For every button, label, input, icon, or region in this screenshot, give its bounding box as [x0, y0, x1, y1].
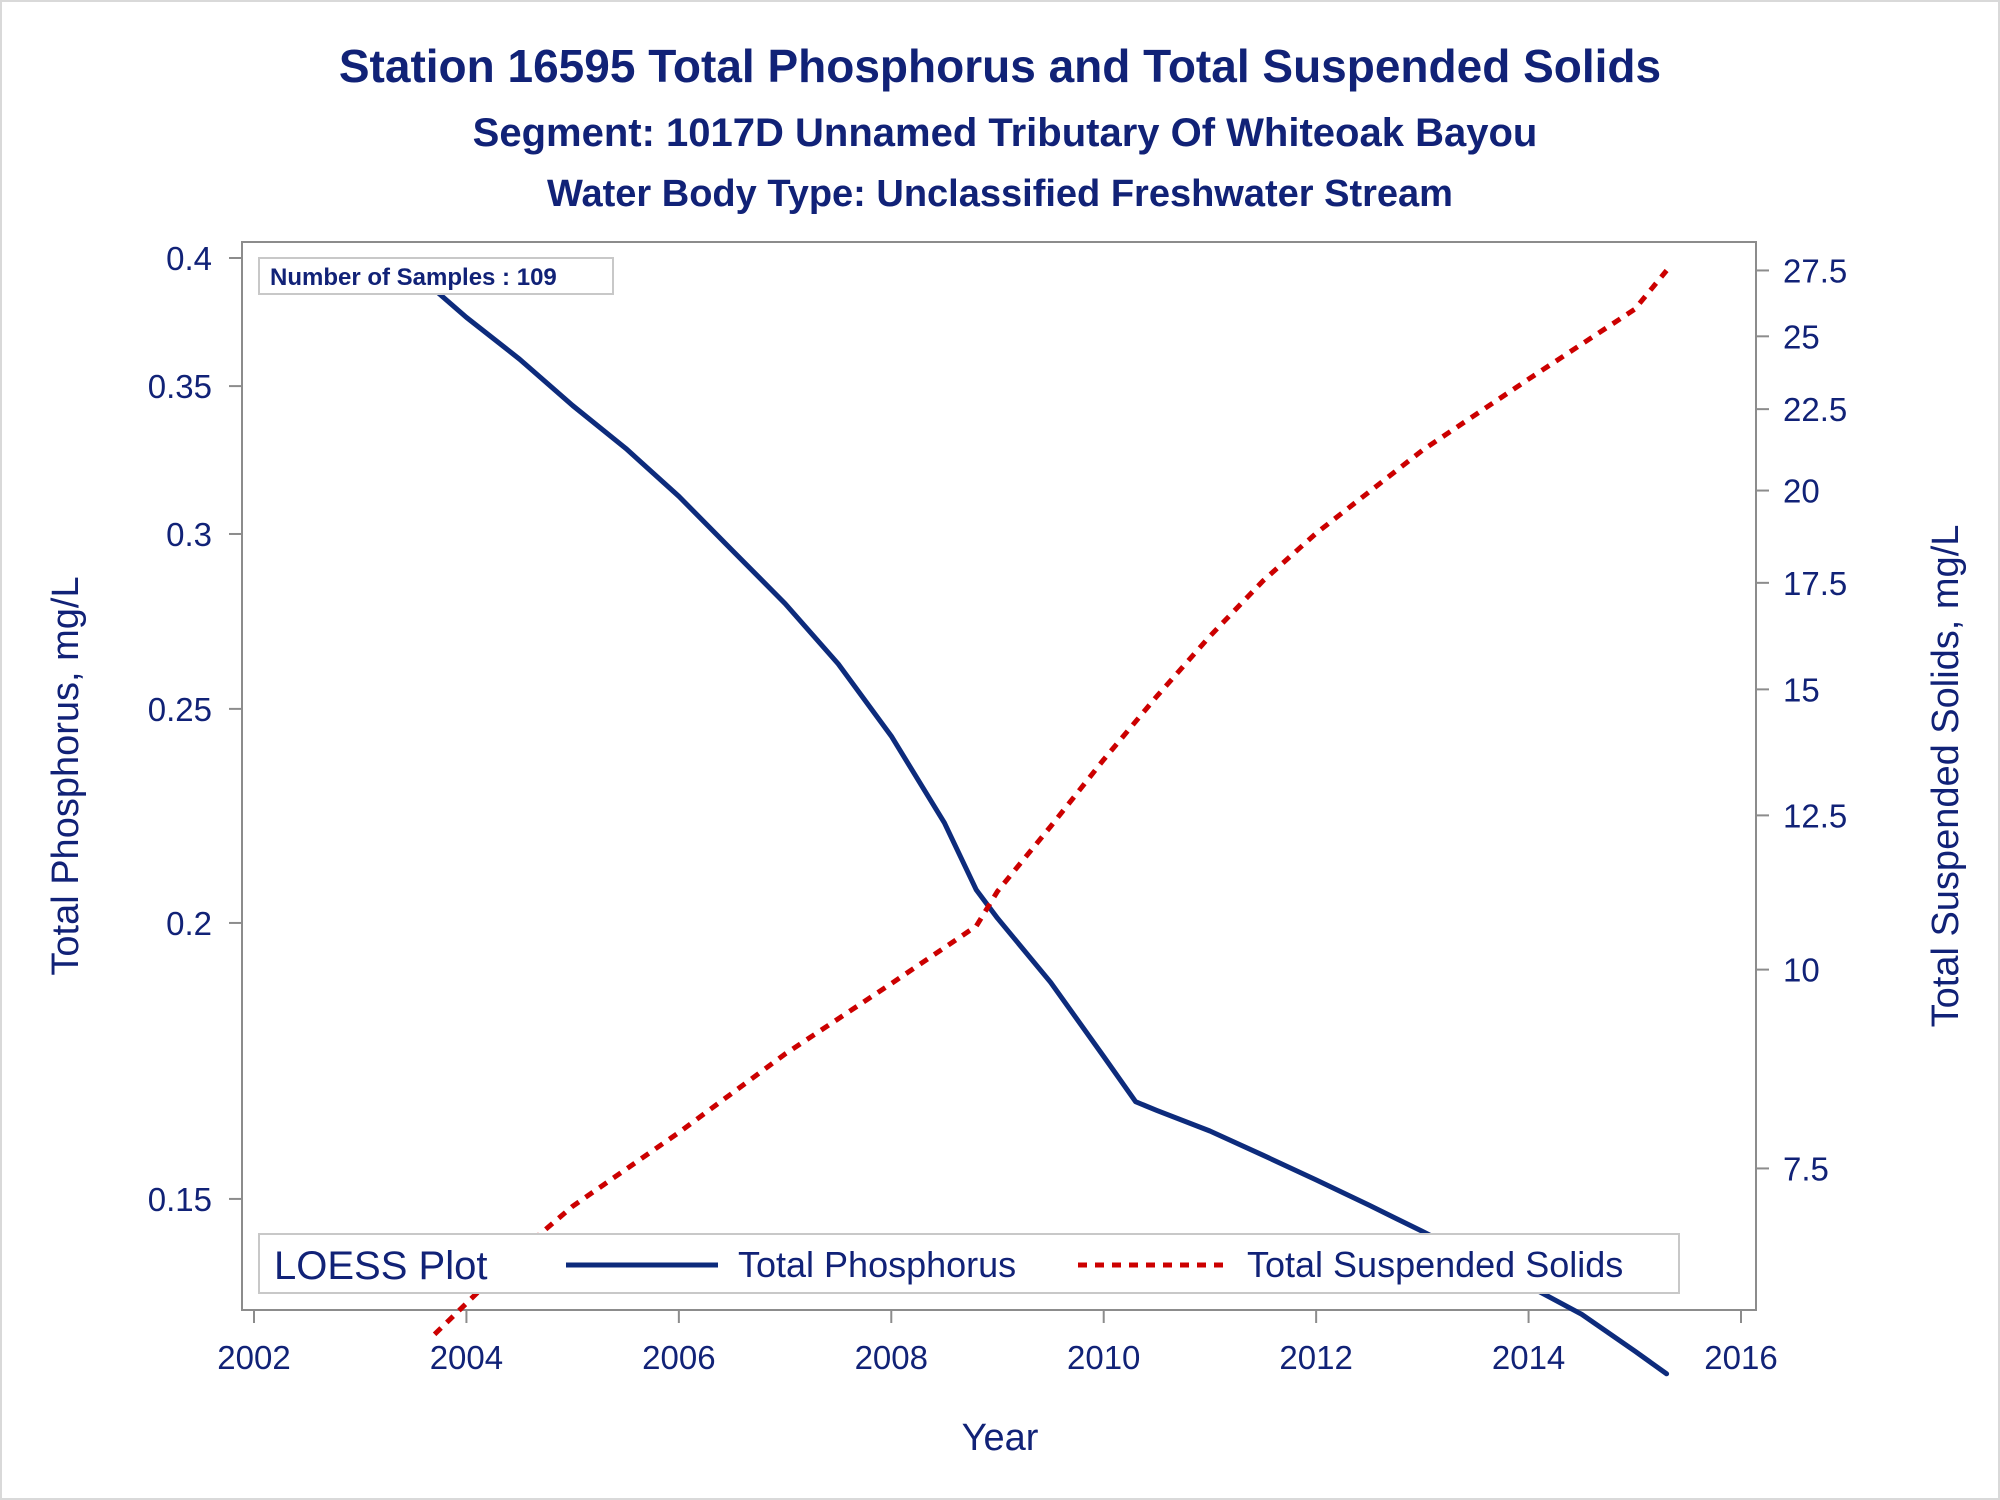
- y-left-tick-label: 0.25: [148, 691, 212, 728]
- x-tick-label: 2010: [1067, 1339, 1140, 1376]
- y-right-tick-label: 15: [1783, 671, 1820, 708]
- x-tick-label: 2004: [430, 1339, 503, 1376]
- y-right-tick-label: 22.5: [1783, 391, 1847, 428]
- y-right-tick-label: 10: [1783, 952, 1820, 989]
- right-y-axis-label: Total Suspended Solids, mg/L: [1925, 525, 1967, 1028]
- left-y-axis-label: Total Phosphorus, mg/L: [45, 576, 87, 975]
- x-tick-label: 2012: [1279, 1339, 1352, 1376]
- x-tick-label: 2014: [1492, 1339, 1565, 1376]
- y-right-tick-label: 7.5: [1783, 1150, 1829, 1187]
- left-y-axis: 0.15 0.2 0.25 0.3 0.35 0.4: [148, 240, 242, 1218]
- x-tick-label: 2016: [1704, 1339, 1777, 1376]
- y-left-tick-label: 0.35: [148, 368, 212, 405]
- y-right-tick-label: 27.5: [1783, 252, 1847, 289]
- y-left-tick-label: 0.4: [166, 240, 212, 277]
- x-tick-label: 2008: [855, 1339, 928, 1376]
- sample-count-box: [258, 257, 614, 295]
- legend-title: LOESS Plot: [274, 1244, 487, 1288]
- legend: LOESS Plot Total Phosphorus Total Suspen…: [258, 1233, 1680, 1294]
- series-layer: [432, 268, 1670, 1377]
- y-left-tick-label: 0.3: [166, 516, 212, 553]
- y-left-tick-label: 0.15: [148, 1181, 212, 1218]
- chart-subtitle-2: Water Body Type: Unclassified Freshwater…: [547, 173, 1453, 215]
- y-right-tick-label: 12.5: [1783, 797, 1847, 834]
- y-right-tick-label: 17.5: [1783, 565, 1847, 602]
- legend-label-total-phosphorus: Total Phosphorus: [738, 1244, 1016, 1285]
- x-axis-label: Year: [962, 1417, 1039, 1459]
- sample-count-label: Number of Samples : 109: [270, 264, 557, 291]
- y-left-tick-label: 0.2: [166, 905, 212, 942]
- chart-title: Station 16595 Total Phosphorus and Total…: [339, 40, 1661, 92]
- x-tick-label: 2006: [642, 1339, 715, 1376]
- right-y-axis: 7.5 10 12.5 15 17.5 20 22.5 25 27.5: [1756, 252, 1847, 1187]
- y-right-tick-label: 20: [1783, 473, 1820, 510]
- chart-subtitle: Segment: 1017D Unnamed Tributary Of Whit…: [473, 111, 1538, 155]
- series-line-total-phosphorus: [432, 287, 1670, 1377]
- legend-box: [258, 1233, 1680, 1294]
- y-right-tick-label: 25: [1783, 318, 1820, 355]
- x-tick-label: 2002: [217, 1339, 290, 1376]
- x-axis: 2002 2004 2006 2008 2010 2012 2014 2016: [217, 1310, 1778, 1376]
- legend-label-total-suspended-solids: Total Suspended Solids: [1247, 1244, 1623, 1285]
- plot-area: [241, 241, 1757, 1311]
- series-line-total-suspended-solids: [432, 268, 1669, 1337]
